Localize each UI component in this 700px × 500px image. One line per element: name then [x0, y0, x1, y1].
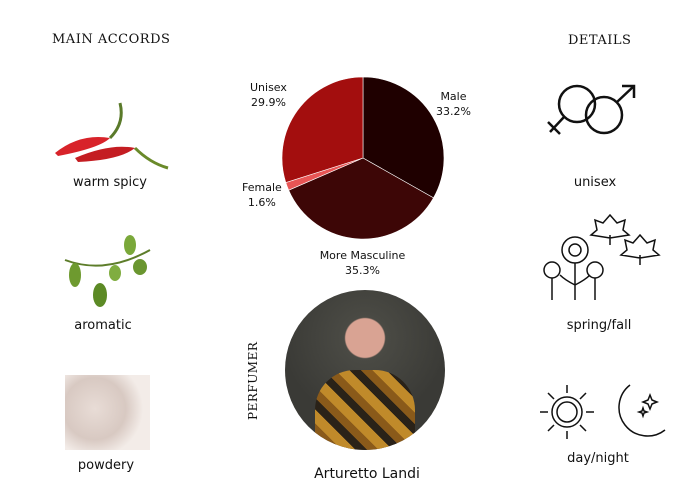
pie-label-male: Male 33.2%	[436, 90, 471, 118]
gender-symbols-icon	[547, 84, 636, 135]
powder-icon	[65, 375, 150, 450]
accord-label: powdery	[77, 458, 135, 473]
pie-label-unisex: Unisex 29.9%	[250, 81, 287, 109]
perfumer-name: Arturetto Landi	[314, 466, 420, 482]
pie-label-more-masculine: More Masculine 35.3%	[319, 249, 406, 277]
accord-label: aromatic	[74, 318, 132, 333]
pie-label-female: Female 1.6%	[242, 181, 282, 209]
perfumer-heading: PERFUMER	[246, 341, 260, 420]
chili-pepper-icon	[55, 102, 169, 170]
main-accords-title: MAIN ACCORDS	[52, 32, 171, 47]
detail-label: unisex	[573, 175, 617, 190]
perfumer-photo	[285, 290, 445, 450]
details-title: DETAILS	[568, 33, 632, 48]
accord-label: warm spicy	[73, 175, 147, 190]
detail-label: spring/fall	[566, 318, 632, 333]
pie-slice-more-masculine	[288, 157, 434, 240]
pie-slice-unisex	[281, 76, 364, 183]
detail-label: day/night	[567, 451, 629, 466]
pie-slice-male	[362, 76, 445, 199]
herb-sprig-icon	[64, 235, 151, 307]
flowers-leaves-icon	[543, 213, 661, 300]
sun-moon-icon	[540, 384, 666, 439]
